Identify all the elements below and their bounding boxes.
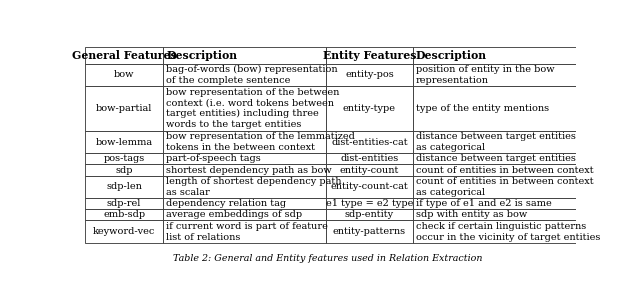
- Bar: [413, 86, 581, 131]
- Text: part-of-speech tags: part-of-speech tags: [166, 154, 261, 163]
- Bar: [413, 131, 581, 153]
- Bar: [163, 198, 326, 209]
- Text: position of entity in the bow
representation: position of entity in the bow representa…: [416, 65, 554, 85]
- Text: bow-partial: bow-partial: [96, 104, 152, 113]
- Text: entity-pos: entity-pos: [345, 70, 394, 79]
- Text: dependency relation tag: dependency relation tag: [166, 199, 287, 208]
- Bar: [413, 165, 581, 176]
- Bar: [326, 198, 413, 209]
- Text: entity-count: entity-count: [340, 165, 399, 175]
- Bar: [85, 198, 163, 209]
- Text: bow representation of the lemmatized
tokens in the between context: bow representation of the lemmatized tok…: [166, 132, 355, 152]
- Text: dist-entities-cat: dist-entities-cat: [331, 138, 408, 147]
- Bar: [85, 131, 163, 153]
- Text: entity-patterns: entity-patterns: [333, 227, 406, 236]
- Bar: [163, 131, 326, 153]
- Text: entity-count-cat: entity-count-cat: [330, 182, 408, 191]
- Bar: [326, 153, 413, 165]
- Bar: [163, 153, 326, 165]
- Bar: [85, 209, 163, 221]
- Text: distance between target entities: distance between target entities: [416, 154, 575, 163]
- Text: dist-entities: dist-entities: [340, 154, 399, 163]
- Text: keyword-vec: keyword-vec: [93, 227, 156, 236]
- Bar: [326, 176, 413, 198]
- Text: Description: Description: [166, 50, 237, 61]
- Text: sdp-len: sdp-len: [106, 182, 142, 191]
- Bar: [163, 221, 326, 243]
- Text: length of shortest dependency path
as scalar: length of shortest dependency path as sc…: [166, 177, 342, 197]
- Text: sdp-rel: sdp-rel: [107, 199, 141, 208]
- Bar: [163, 47, 326, 64]
- Bar: [413, 176, 581, 198]
- Bar: [413, 198, 581, 209]
- Bar: [413, 64, 581, 86]
- Text: count of entities in between context
as categorical: count of entities in between context as …: [416, 177, 593, 197]
- Bar: [413, 153, 581, 165]
- Text: shortest dependency path as bow: shortest dependency path as bow: [166, 165, 332, 175]
- Bar: [85, 153, 163, 165]
- Bar: [326, 64, 413, 86]
- Text: type of the entity mentions: type of the entity mentions: [416, 104, 549, 113]
- Text: bow-lemma: bow-lemma: [95, 138, 153, 147]
- Text: average embeddings of sdp: average embeddings of sdp: [166, 210, 303, 219]
- Bar: [413, 47, 581, 64]
- Bar: [326, 209, 413, 221]
- Bar: [413, 221, 581, 243]
- Text: Description: Description: [416, 50, 487, 61]
- Text: if type of e1 and e2 is same: if type of e1 and e2 is same: [416, 199, 552, 208]
- Bar: [326, 131, 413, 153]
- Bar: [326, 47, 413, 64]
- Bar: [85, 165, 163, 176]
- Bar: [163, 86, 326, 131]
- Bar: [326, 221, 413, 243]
- Bar: [85, 176, 163, 198]
- Text: sdp-entity: sdp-entity: [345, 210, 394, 219]
- Text: Table 2: General and Entity features used in Relation Extraction: Table 2: General and Entity features use…: [173, 254, 483, 263]
- Text: bag-of-words (bow) representation
of the complete sentence: bag-of-words (bow) representation of the…: [166, 65, 338, 85]
- Bar: [163, 165, 326, 176]
- Text: distance between target entities
as categorical: distance between target entities as cate…: [416, 132, 575, 152]
- Bar: [163, 176, 326, 198]
- Text: General Features: General Features: [72, 50, 177, 61]
- Bar: [326, 165, 413, 176]
- Text: pos-tags: pos-tags: [104, 154, 145, 163]
- Text: if current word is part of feature
list of relations: if current word is part of feature list …: [166, 222, 328, 241]
- Bar: [413, 209, 581, 221]
- Bar: [85, 47, 163, 64]
- Bar: [163, 64, 326, 86]
- Text: entity-type: entity-type: [343, 104, 396, 113]
- Text: e1 type = e2 type: e1 type = e2 type: [326, 199, 413, 208]
- Bar: [163, 209, 326, 221]
- Bar: [326, 86, 413, 131]
- Text: emb-sdp: emb-sdp: [103, 210, 145, 219]
- Text: Entity Features: Entity Features: [323, 50, 416, 61]
- Bar: [85, 221, 163, 243]
- Text: sdp: sdp: [115, 165, 133, 175]
- Bar: [85, 64, 163, 86]
- Bar: [85, 86, 163, 131]
- Text: count of entities in between context: count of entities in between context: [416, 165, 593, 175]
- Text: bow: bow: [114, 70, 134, 79]
- Text: sdp with entity as bow: sdp with entity as bow: [416, 210, 527, 219]
- Text: bow representation of the between
context (i.e. word tokens between
target entit: bow representation of the between contex…: [166, 88, 340, 129]
- Text: check if certain linguistic patterns
occur in the vicinity of target entities: check if certain linguistic patterns occ…: [416, 222, 600, 241]
